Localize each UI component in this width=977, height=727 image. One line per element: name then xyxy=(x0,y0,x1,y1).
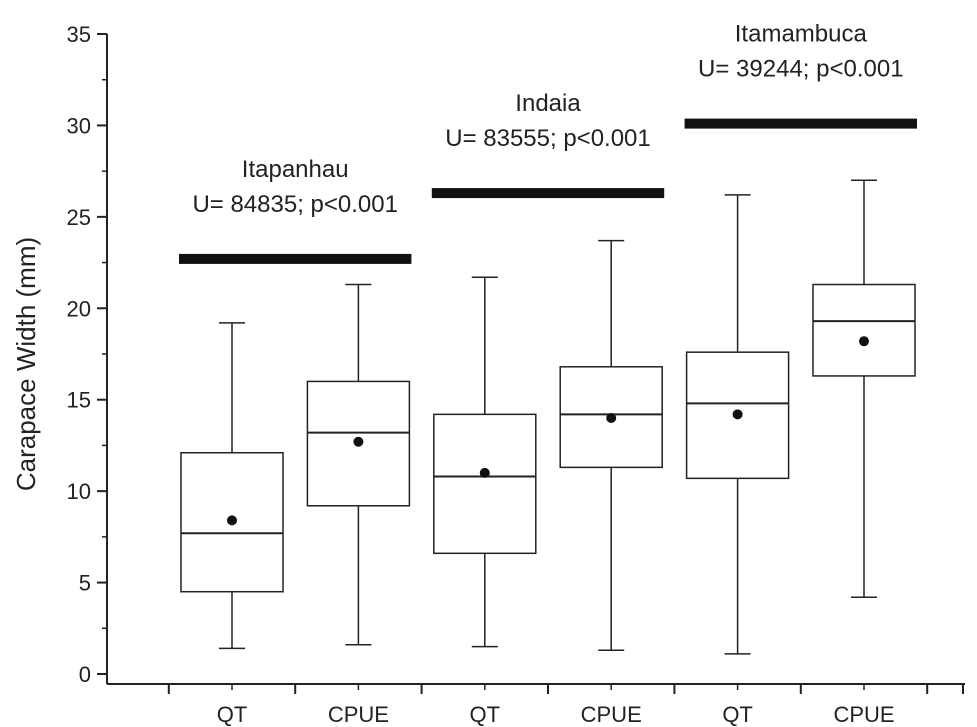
y-tick-label: 5 xyxy=(79,571,91,596)
y-tick-label: 30 xyxy=(67,113,91,138)
group-annotations: Itapanhau U= 84835; p<0.001 Indaia U= 83555… xyxy=(179,21,917,264)
group-stat-label: U= 84835; p<0.001 xyxy=(192,191,398,218)
x-category-label: QT xyxy=(470,702,501,727)
x-axis-ticks: QT CPUE QT CPUE QT CPUE xyxy=(167,684,964,727)
group-name-label: Itamambuca xyxy=(735,21,868,48)
box-5 xyxy=(685,194,790,655)
iqr-box xyxy=(812,283,916,377)
y-tick-label: 10 xyxy=(67,479,91,504)
significance-bar xyxy=(431,188,665,199)
x-category-label: CPUE xyxy=(581,702,642,727)
box-1 xyxy=(180,322,284,650)
iqr-box xyxy=(433,413,537,555)
group-name-label: Itapanhau xyxy=(242,156,349,183)
box-4 xyxy=(559,239,663,651)
box-series xyxy=(180,179,916,655)
significance-bar xyxy=(684,118,917,129)
y-tick-label: 20 xyxy=(67,296,91,321)
mean-point xyxy=(353,436,364,447)
box-6 xyxy=(812,179,916,598)
y-tick-label: 35 xyxy=(67,22,91,47)
group-stat-label: U= 83555; p<0.001 xyxy=(445,125,651,152)
significance-bar xyxy=(179,253,412,264)
y-axis-title: Carapace Width (mm) xyxy=(11,237,41,491)
y-tick-label: 0 xyxy=(79,662,91,687)
x-category-label: CPUE xyxy=(328,702,389,727)
mean-point xyxy=(227,515,237,526)
group-name-label: Indaia xyxy=(515,90,581,117)
y-axis-ticks: 0 5 10 15 20 25 30 35 xyxy=(67,22,107,687)
mean-point xyxy=(479,467,490,478)
y-tick-label: 25 xyxy=(67,205,91,230)
box-3 xyxy=(433,276,537,648)
group-stat-label: U= 39244; p<0.001 xyxy=(698,56,904,83)
x-category-label: QT xyxy=(217,702,248,727)
y-tick-label: 15 xyxy=(67,388,91,413)
mean-point xyxy=(859,336,869,347)
box-2 xyxy=(306,283,411,646)
x-category-label: CPUE xyxy=(833,702,894,727)
x-category-label: QT xyxy=(722,702,753,727)
mean-point xyxy=(606,413,617,423)
mean-point xyxy=(732,409,743,420)
